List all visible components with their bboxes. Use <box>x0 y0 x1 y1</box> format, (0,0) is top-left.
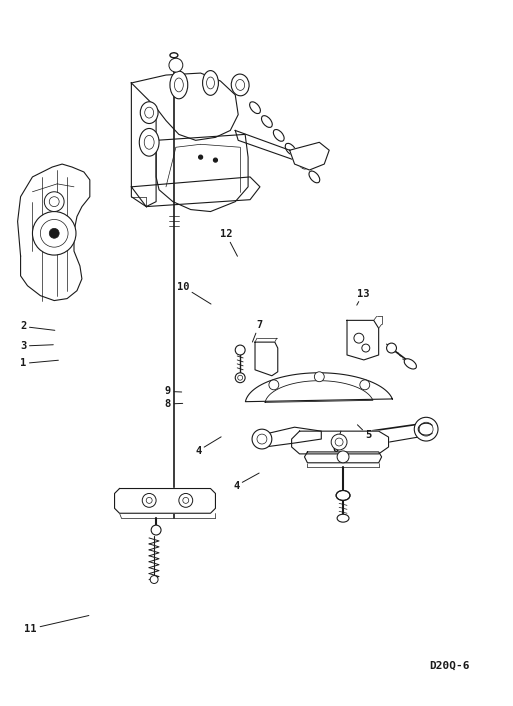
Ellipse shape <box>404 359 417 369</box>
Circle shape <box>179 493 193 508</box>
Polygon shape <box>156 134 248 212</box>
Circle shape <box>44 192 64 212</box>
Text: 2: 2 <box>20 321 55 331</box>
Circle shape <box>387 343 397 353</box>
Polygon shape <box>114 489 215 513</box>
Circle shape <box>235 345 245 355</box>
Circle shape <box>360 380 370 390</box>
Polygon shape <box>265 427 321 447</box>
Text: 3: 3 <box>20 341 53 351</box>
Circle shape <box>419 422 433 436</box>
Polygon shape <box>131 73 238 140</box>
Polygon shape <box>17 164 90 301</box>
Text: 8: 8 <box>165 399 183 409</box>
Circle shape <box>252 429 272 449</box>
Circle shape <box>199 155 203 159</box>
Polygon shape <box>255 342 278 376</box>
Polygon shape <box>347 321 379 360</box>
Circle shape <box>362 344 370 352</box>
Circle shape <box>32 212 76 255</box>
Circle shape <box>354 333 364 343</box>
Polygon shape <box>290 143 329 170</box>
Ellipse shape <box>170 53 178 58</box>
Polygon shape <box>131 177 260 207</box>
Text: 4: 4 <box>195 437 221 456</box>
Text: 12: 12 <box>220 229 238 256</box>
Circle shape <box>142 493 156 508</box>
Text: 4: 4 <box>233 473 259 491</box>
Ellipse shape <box>140 102 158 124</box>
Ellipse shape <box>337 514 349 522</box>
Text: 10: 10 <box>176 282 211 304</box>
Text: 11: 11 <box>25 616 89 634</box>
Circle shape <box>269 380 279 390</box>
Polygon shape <box>305 452 382 463</box>
Circle shape <box>151 525 161 535</box>
Circle shape <box>331 434 347 450</box>
Text: 5: 5 <box>358 425 371 441</box>
Polygon shape <box>235 131 311 170</box>
Ellipse shape <box>140 128 159 156</box>
Text: 13: 13 <box>357 289 369 305</box>
Ellipse shape <box>203 71 219 95</box>
Circle shape <box>415 417 438 441</box>
Circle shape <box>49 228 59 238</box>
Text: 9: 9 <box>165 386 182 396</box>
Text: 7: 7 <box>252 320 262 342</box>
Polygon shape <box>291 431 388 454</box>
Text: 6: 6 <box>332 431 341 455</box>
Circle shape <box>337 451 349 463</box>
Text: 1: 1 <box>20 359 58 369</box>
Circle shape <box>169 58 183 72</box>
Circle shape <box>213 158 218 162</box>
Circle shape <box>150 575 158 583</box>
Polygon shape <box>131 83 156 207</box>
Circle shape <box>314 372 324 382</box>
Ellipse shape <box>231 74 249 96</box>
Circle shape <box>235 373 245 383</box>
Text: D20Q-6: D20Q-6 <box>429 661 469 671</box>
Polygon shape <box>245 373 392 402</box>
Ellipse shape <box>170 71 188 99</box>
Ellipse shape <box>336 491 350 501</box>
